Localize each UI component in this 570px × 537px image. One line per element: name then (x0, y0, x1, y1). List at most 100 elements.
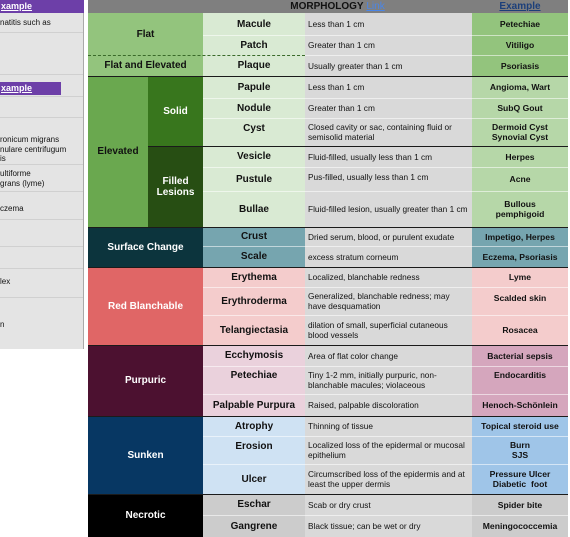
term-telangiectasia: Telangiectasia (203, 315, 305, 345)
desc-ecchymosis: Area of flat color change (305, 345, 472, 366)
desc-petechiae: Tiny 1-2 mm, initially purpuric, non-bla… (305, 366, 472, 394)
category-purpuric: Purpuric (88, 345, 203, 416)
example-erosion: Burn SJS (472, 436, 568, 464)
left-panel-divider (0, 191, 83, 192)
row-divider (203, 464, 568, 465)
desc-papule: Less than 1 cm (305, 76, 472, 98)
example-cyst: Dermoid Cyst Synovial Cyst (472, 118, 568, 146)
category-filled-lesions: Filled Lesions (148, 146, 203, 227)
category-necrotic: Necrotic (88, 494, 203, 537)
example-erythroderma: Scalded skin (472, 287, 568, 315)
desc-crust: Dried serum, blood, or purulent exudate (305, 227, 472, 246)
row-divider (203, 315, 568, 316)
example-erythema: Lyme (472, 267, 568, 287)
row-divider (305, 55, 568, 56)
category-solid: Solid (148, 76, 203, 146)
example-plaque: Psoriasis (472, 55, 568, 76)
example-petechiae: Endocarditis (472, 366, 568, 394)
left-panel-subheader[interactable]: xample (0, 82, 61, 95)
example-telangiectasia: Rosacea (472, 315, 568, 345)
desc-palpable-purpura: Raised, palpable discoloration (305, 394, 472, 416)
example-bullae: Bullous pemphigoid (472, 191, 568, 227)
term-erosion: Erosion (203, 436, 305, 464)
left-panel-text: n (0, 320, 5, 329)
row-divider (88, 227, 568, 228)
row-divider (203, 98, 568, 99)
term-gangrene: Gangrene (203, 515, 305, 537)
example-ulcer: Pressure Ulcer Diabetic foot (472, 464, 568, 494)
desc-atrophy: Thinning of tissue (305, 416, 472, 436)
row-divider (148, 146, 568, 147)
example-scale: Eczema, Psoriasis (472, 246, 568, 267)
row-divider (203, 191, 568, 192)
left-panel-divider (0, 117, 83, 118)
header-example[interactable]: Example (472, 0, 568, 13)
left-panel-divider (0, 297, 83, 298)
left-panel-text: ronicum migrans nulare centrifugum is (0, 135, 67, 163)
desc-bullae: Fluid-filled lesion, usually greater tha… (305, 191, 472, 227)
row-divider (88, 76, 568, 77)
left-panel-header[interactable]: xample (0, 0, 84, 13)
term-papule: Papule (203, 76, 305, 98)
desc-plaque: Usually greater than 1 cm (305, 55, 472, 76)
term-palpable-purpura: Palpable Purpura (203, 394, 305, 416)
left-panel-divider (0, 96, 83, 97)
example-pustule: Acne (472, 167, 568, 191)
term-patch: Patch (203, 35, 305, 55)
row-divider (203, 287, 568, 288)
category-surface-change: Surface Change (88, 227, 203, 267)
category-elevated: Elevated (88, 76, 148, 227)
term-ecchymosis: Ecchymosis (203, 345, 305, 366)
left-panel-text: lex (0, 277, 11, 286)
row-divider (88, 267, 568, 268)
desc-eschar: Scab or dry crust (305, 494, 472, 515)
desc-erosion: Localized loss of the epidermal or mucos… (305, 436, 472, 464)
desc-vesicle: Fluid-filled, usually less than 1 cm (305, 146, 472, 167)
term-bullae: Bullae (203, 191, 305, 227)
row-divider (88, 416, 568, 417)
term-crust: Crust (203, 227, 305, 246)
header-title-cell: MORPHOLOGY Link (203, 0, 472, 13)
morphology-table: MORPHOLOGY Link Example Flat Flat and El… (88, 0, 568, 537)
row-divider (203, 246, 568, 247)
example-vesicle: Herpes (472, 146, 568, 167)
left-panel-divider (0, 219, 83, 220)
term-eschar: Eschar (203, 494, 305, 515)
term-ulcer: Ulcer (203, 464, 305, 494)
term-scale: Scale (203, 246, 305, 267)
desc-gangrene: Black tissue; can be wet or dry (305, 515, 472, 537)
example-crust: Impetigo, Herpes (472, 227, 568, 246)
desc-scale: excess stratum corneum (305, 246, 472, 267)
row-divider (203, 118, 568, 119)
row-divider (203, 436, 568, 437)
term-pustule: Pustule (203, 167, 305, 191)
example-palpable-purpura: Henoch-Schönlein (472, 394, 568, 416)
left-panel-divider (0, 74, 83, 75)
category-flat-and-elevated: Flat and Elevated (88, 55, 203, 76)
desc-erythroderma: Generalized, blanchable redness; may hav… (305, 287, 472, 315)
left-panel-divider (0, 164, 83, 165)
row-divider (88, 345, 568, 346)
desc-nodule: Greater than 1 cm (305, 98, 472, 118)
example-patch: Vitiligo (472, 35, 568, 55)
desc-erythema: Localized, blanchable redness (305, 267, 472, 287)
row-divider (203, 515, 568, 516)
desc-cyst: Closed cavity or sac, containing fluid o… (305, 118, 472, 146)
left-panel-text: ultiforme grans (lyme) (0, 169, 45, 188)
example-macule: Petechiae (472, 13, 568, 35)
header-link[interactable]: Link (366, 1, 385, 12)
example-papule: Angioma, Wart (472, 76, 568, 98)
term-plaque: Plaque (203, 55, 305, 76)
left-panel-divider (0, 246, 83, 247)
left-panel-divider (0, 268, 83, 269)
term-cyst: Cyst (203, 118, 305, 146)
example-ecchymosis: Bacterial sepsis (472, 345, 568, 366)
term-atrophy: Atrophy (203, 416, 305, 436)
desc-ulcer: Circumscribed loss of the epidermis and … (305, 464, 472, 494)
category-flat: Flat (88, 13, 203, 55)
header-blank (88, 0, 203, 13)
row-divider (88, 494, 568, 495)
row-divider-dashed (88, 55, 305, 56)
row-divider (203, 167, 568, 168)
category-red-blanchable: Red Blanchable (88, 267, 203, 345)
